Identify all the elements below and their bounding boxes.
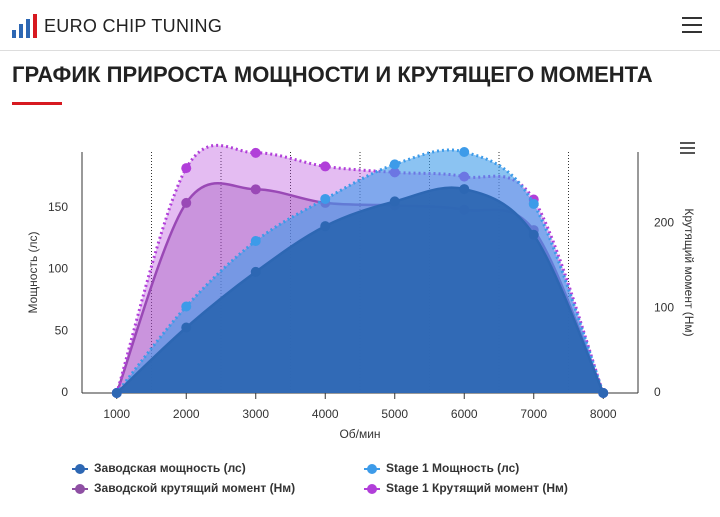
legend-item[interactable]: Заводская мощность (лс) — [72, 461, 246, 475]
legend-label: Stage 1 Крутящий момент (Нм) — [386, 481, 568, 495]
x-axis-label: Об/мин — [339, 427, 380, 441]
data-point — [181, 197, 192, 208]
series-line — [115, 148, 605, 394]
data-point — [181, 322, 192, 333]
y-tick-label: 150 — [48, 200, 68, 214]
title-underline — [12, 102, 62, 105]
legend-label: Заводская мощность (лс) — [94, 461, 246, 475]
series-line — [115, 186, 605, 394]
data-point — [389, 196, 400, 207]
data-point — [320, 221, 331, 232]
x-tick-label: 4000 — [312, 407, 339, 421]
y2-tick-label: 200 — [654, 215, 674, 229]
legend-marker — [367, 464, 377, 474]
x-tick-label: 6000 — [451, 407, 478, 421]
chart: 1000 2000 3000 4000 5000 6000 7000 800005010015… — [26, 142, 696, 495]
data-point — [250, 184, 261, 195]
legend-item[interactable]: Stage 1 Крутящий момент (Нм) — [364, 481, 568, 495]
x-tick-label: 5000 — [381, 407, 408, 421]
data-point — [528, 229, 539, 240]
legend-marker — [75, 484, 85, 494]
y2-tick-label: 100 — [654, 300, 674, 314]
x-tick-label: 2000 — [173, 407, 200, 421]
data-point — [250, 147, 261, 158]
data-point — [250, 266, 261, 277]
legend-label: Заводской крутящий момент (Нм) — [94, 481, 295, 495]
data-point — [459, 147, 470, 157]
page-title: ГРАФИК ПРИРОСТА МОЩНОСТИ И КРУТЯЩЕГО МОМ… — [12, 62, 653, 87]
data-point — [528, 198, 539, 209]
data-point — [181, 301, 192, 312]
y-tick-label: 100 — [48, 262, 68, 276]
data-point — [598, 388, 609, 398]
y2-tick-label: 0 — [654, 385, 661, 399]
x-tick-label: 7000 — [520, 407, 547, 421]
brand: EURO CHIP TUNING — [44, 16, 223, 36]
legend-marker — [367, 484, 377, 494]
data-point — [181, 163, 192, 174]
data-point — [389, 159, 400, 170]
x-tick-label: 1000 — [103, 407, 130, 421]
data-point — [459, 184, 470, 195]
legend-marker — [75, 464, 85, 474]
x-tick-label: 8000 — [590, 407, 617, 421]
data-point — [250, 235, 261, 246]
y-tick-label: 0 — [61, 385, 68, 399]
data-point — [320, 193, 331, 204]
data-point — [320, 161, 331, 172]
header: EURO CHIP TUNING — [0, 0, 720, 51]
y-axis-label: Мощность (лс) — [26, 231, 40, 313]
x-tick-label: 3000 — [242, 407, 269, 421]
legend-label: Stage 1 Мощность (лс) — [386, 461, 519, 475]
data-point — [111, 388, 122, 398]
chart-menu[interactable] — [680, 142, 695, 154]
y2-axis-label: Крутящий момент (Нм) — [682, 208, 696, 336]
series-area — [116, 187, 604, 393]
y-tick-label: 50 — [55, 323, 69, 337]
legend-item[interactable]: Заводской крутящий момент (Нм) — [72, 481, 295, 495]
legend-item[interactable]: Stage 1 Мощность (лс) — [364, 461, 519, 475]
logo — [12, 14, 37, 38]
menu-icon[interactable] — [682, 17, 702, 33]
